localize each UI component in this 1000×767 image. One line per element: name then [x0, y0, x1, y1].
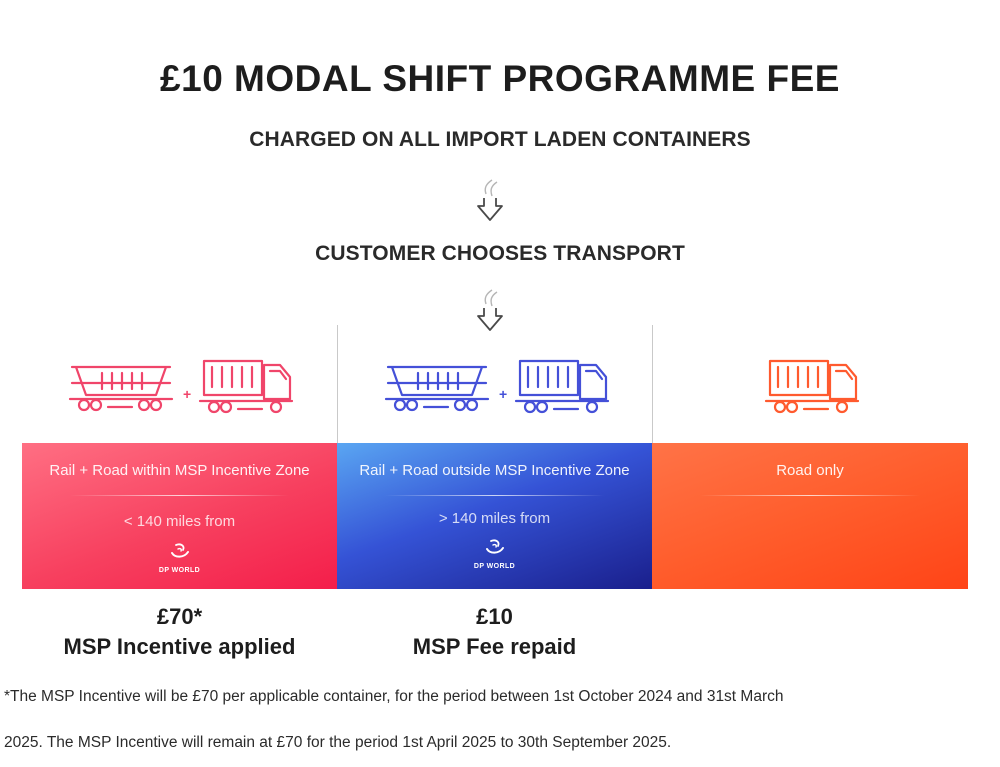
- train-icon: [384, 365, 490, 412]
- option-heading: Road only: [776, 462, 844, 479]
- option-heading: Rail + Road outside MSP Incentive Zone: [359, 462, 630, 479]
- page-title: £10 MODAL SHIFT PROGRAMME FEE: [160, 58, 840, 99]
- column-divider: [652, 325, 653, 445]
- step-customer-label: CUSTOMER CHOOSES TRANSPORT: [315, 242, 685, 265]
- dp-world-icon: [170, 543, 189, 558]
- down-arrow-icon: [477, 289, 503, 331]
- outcome-amount: £70*: [156, 604, 203, 629]
- down-arrow-icon: [477, 179, 503, 221]
- column-divider: [337, 325, 338, 445]
- outcome-amount: £10: [476, 604, 513, 629]
- truck-icon: [198, 359, 294, 414]
- truck-icon: [514, 359, 610, 414]
- train-icon: [68, 365, 174, 412]
- outcome-label: MSP Fee repaid: [412, 634, 577, 659]
- option-distance: < 140 miles from: [123, 513, 236, 530]
- option-panel-road-only: Road only: [652, 443, 968, 589]
- footnote-line-1: *The MSP Incentive will be £70 per appli…: [4, 688, 784, 705]
- dp-world-logo-text: DP WORLD: [473, 563, 516, 570]
- footnote-line-2: 2025. The MSP Incentive will remain at £…: [4, 734, 672, 751]
- panel-divider: [700, 495, 920, 496]
- outcome-label: MSP Incentive applied: [63, 634, 296, 659]
- panel-divider: [385, 495, 604, 496]
- vehicles-rail-road-outside: +: [384, 359, 610, 414]
- panel-divider: [70, 495, 289, 496]
- dp-world-logo-text: DP WORLD: [158, 567, 201, 574]
- dp-world-icon: [485, 539, 504, 554]
- dp-world-logo: DP WORLD: [465, 537, 525, 570]
- vehicles-rail-road-within: +: [68, 359, 294, 414]
- option-panel-rail-road-within: Rail + Road within MSP Incentive Zone < …: [22, 443, 337, 589]
- plus-icon: +: [183, 386, 191, 402]
- outcome-rail-road-outside: £10 MSP Fee repaid: [337, 602, 652, 662]
- dp-world-logo: DP WORLD: [150, 541, 210, 574]
- step-charged-label: CHARGED ON ALL IMPORT LADEN CONTAINERS: [249, 128, 751, 151]
- truck-icon: [764, 359, 860, 414]
- plus-icon: +: [499, 386, 507, 402]
- option-panel-rail-road-outside: Rail + Road outside MSP Incentive Zone >…: [337, 443, 652, 589]
- outcome-rail-road-within: £70* MSP Incentive applied: [22, 602, 337, 662]
- option-distance: > 140 miles from: [438, 510, 551, 527]
- vehicles-road-only: [764, 359, 860, 414]
- option-heading: Rail + Road within MSP Incentive Zone: [49, 462, 310, 479]
